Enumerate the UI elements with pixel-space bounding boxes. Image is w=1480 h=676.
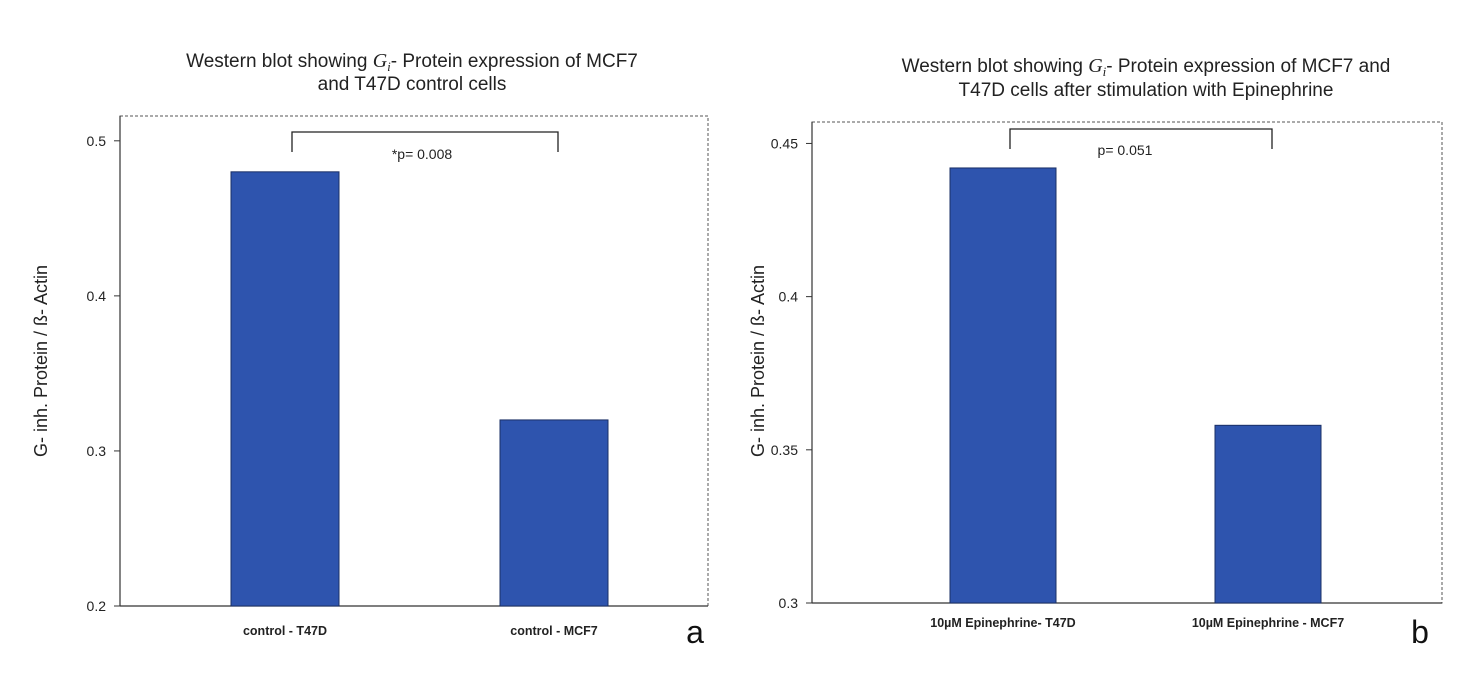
y-ticks: 0.2 0.3 0.4 0.5 bbox=[87, 133, 120, 614]
significance-bracket: *p= 0.008 bbox=[291, 131, 559, 162]
x-tick-label: 10µM Epinephrine- T47D bbox=[930, 616, 1075, 630]
significance-bracket-line bbox=[1009, 128, 1273, 149]
chart-panel-a: Western blot showing Gi- Protein express… bbox=[31, 50, 709, 650]
y-tick-label: 0.2 bbox=[87, 598, 107, 614]
y-tick-label: 0.4 bbox=[87, 288, 107, 304]
chart-panel-b: Western blot showing Gi- Protein express… bbox=[748, 55, 1443, 650]
y-axis-label: G- inh. Protein / ß- Actin bbox=[748, 265, 768, 457]
plot-frame bbox=[811, 121, 1443, 604]
plot-frame bbox=[119, 115, 709, 607]
p-value-label: p= 0.051 bbox=[1098, 142, 1153, 158]
x-tick-label: control - MCF7 bbox=[510, 624, 598, 638]
x-tick-label: control - T47D bbox=[243, 624, 327, 638]
chart-title-line2: and T47D control cells bbox=[318, 74, 507, 95]
significance-bracket: p= 0.051 bbox=[1009, 128, 1273, 158]
y-ticks: 0.3 0.35 0.4 0.45 bbox=[771, 135, 812, 611]
bar bbox=[499, 419, 609, 607]
y-tick-label: 0.5 bbox=[87, 133, 107, 149]
panel-label: b bbox=[1411, 614, 1429, 650]
x-tick-label: 10µM Epinephrine - MCF7 bbox=[1192, 616, 1344, 630]
bar bbox=[1214, 424, 1322, 604]
significance-bracket-line bbox=[291, 131, 559, 152]
p-value-label: *p= 0.008 bbox=[392, 146, 453, 162]
bars bbox=[230, 171, 609, 607]
y-axis-label: G- inh. Protein / ß- Actin bbox=[31, 265, 51, 457]
y-tick-label: 0.35 bbox=[771, 442, 798, 458]
chart-title-line1: Western blot showing Gi- Protein express… bbox=[186, 50, 638, 74]
bars bbox=[949, 167, 1322, 604]
y-tick-label: 0.45 bbox=[771, 135, 798, 151]
y-tick-label: 0.3 bbox=[87, 443, 107, 459]
bar bbox=[230, 171, 340, 607]
chart-title-line2: T47D cells after stimulation with Epinep… bbox=[959, 80, 1334, 101]
x-tick-labels: control - T47D control - MCF7 bbox=[243, 624, 598, 638]
y-tick-label: 0.4 bbox=[779, 289, 799, 305]
x-tick-labels: 10µM Epinephrine- T47D 10µM Epinephrine -… bbox=[930, 616, 1344, 630]
bar bbox=[949, 167, 1057, 604]
panel-label: a bbox=[686, 614, 704, 650]
chart-title-line1: Western blot showing Gi- Protein express… bbox=[902, 55, 1391, 79]
y-tick-label: 0.3 bbox=[779, 595, 799, 611]
